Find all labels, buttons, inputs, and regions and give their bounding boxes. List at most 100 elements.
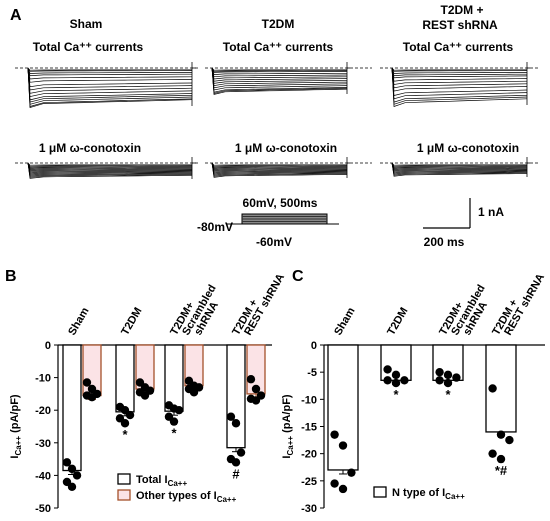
panel-a-letter: A xyxy=(10,7,22,24)
current-trace xyxy=(391,67,527,71)
data-point xyxy=(67,464,77,474)
data-point xyxy=(72,471,82,480)
scale-bar xyxy=(423,198,471,229)
current-trace xyxy=(211,67,348,73)
current-trace xyxy=(27,67,193,107)
y-tick-label: 0 xyxy=(311,340,317,352)
y-tick-label: -30 xyxy=(35,438,51,450)
current-trace xyxy=(391,67,528,85)
data-point xyxy=(231,458,241,467)
current-trace xyxy=(27,162,193,177)
legend-swatch xyxy=(373,486,387,498)
scale-bar-time: 200 ms xyxy=(424,235,465,249)
current-trace xyxy=(27,67,193,88)
current-trace xyxy=(211,67,347,75)
current-trace xyxy=(27,162,193,167)
current-trace xyxy=(391,162,528,173)
current-trace xyxy=(211,162,347,166)
data-point xyxy=(488,384,497,393)
data-point xyxy=(338,441,348,450)
data-point xyxy=(496,454,506,464)
current-trace xyxy=(391,162,528,168)
current-trace xyxy=(391,67,528,107)
current-trace xyxy=(27,162,193,178)
data-point xyxy=(236,448,246,457)
y-tick-label: 0 xyxy=(45,340,51,352)
legend-label: Other types of ICa++ xyxy=(136,490,237,504)
current-trace xyxy=(27,67,193,74)
category-label: Sham xyxy=(66,305,91,337)
rest-title-line2: REST shRNA xyxy=(422,18,498,32)
current-trace xyxy=(27,67,193,103)
data-point xyxy=(383,376,392,385)
current-trace xyxy=(211,67,347,71)
current-trace xyxy=(27,67,193,98)
data-point xyxy=(496,430,506,439)
panel-c-letter: C xyxy=(292,268,304,285)
current-trace xyxy=(211,67,348,95)
current-trace xyxy=(27,67,192,71)
data-point xyxy=(120,419,130,428)
current-trace xyxy=(391,67,528,103)
current-trace xyxy=(211,162,348,176)
data-point xyxy=(330,430,339,439)
data-point xyxy=(174,406,184,415)
current-trace xyxy=(391,67,528,96)
category-label: Sham xyxy=(332,305,357,337)
current-trace xyxy=(391,67,528,74)
current-traces xyxy=(15,62,540,179)
protocol-step-label: 60mV, 500ms xyxy=(243,196,318,210)
current-trace xyxy=(211,67,348,78)
current-trace xyxy=(27,67,193,72)
current-trace xyxy=(27,162,193,168)
current-trace xyxy=(211,162,348,178)
y-tick-label: -10 xyxy=(301,394,317,406)
current-trace xyxy=(27,162,193,176)
current-trace xyxy=(27,67,193,91)
bar xyxy=(62,344,82,472)
y-tick-label: -5 xyxy=(307,367,317,379)
significance-marker: * xyxy=(445,387,451,402)
significance-marker: * xyxy=(171,426,177,441)
y-axis-label: ICa++ (pA/pF) xyxy=(281,394,295,459)
current-trace xyxy=(211,67,348,72)
current-trace xyxy=(391,162,528,167)
data-point xyxy=(443,370,453,380)
current-trace xyxy=(27,162,193,174)
voltage-protocol xyxy=(226,213,339,225)
t2dm-conotoxin-label: 1 μM ω-conotoxin xyxy=(235,141,337,155)
data-point xyxy=(140,391,150,400)
current-trace xyxy=(211,162,347,170)
y-tick-label: -40 xyxy=(35,470,51,482)
data-point xyxy=(347,468,356,477)
data-point xyxy=(391,378,401,388)
current-trace xyxy=(391,162,528,176)
data-point xyxy=(383,365,392,374)
data-point xyxy=(169,417,179,426)
current-trace xyxy=(27,162,192,166)
data-point xyxy=(435,367,444,377)
significance-marker: * xyxy=(393,387,399,402)
current-trace xyxy=(391,162,527,170)
current-trace xyxy=(27,67,193,83)
data-point xyxy=(251,396,261,405)
current-trace xyxy=(391,162,527,172)
data-point xyxy=(400,376,409,385)
y-tick-label: -15 xyxy=(301,422,317,434)
y-tick-label: -10 xyxy=(35,373,51,385)
legend-label: Total ICa++ xyxy=(136,474,187,488)
bar xyxy=(327,344,359,471)
current-trace xyxy=(211,162,348,167)
current-trace xyxy=(211,162,348,173)
current-trace xyxy=(27,67,193,109)
y-tick-label: -20 xyxy=(35,405,51,417)
data-point xyxy=(443,378,453,388)
current-trace xyxy=(27,162,193,173)
current-trace xyxy=(211,162,348,168)
data-point xyxy=(435,376,444,385)
data-point xyxy=(125,410,135,420)
current-trace xyxy=(391,67,528,92)
data-point xyxy=(226,412,236,421)
current-trace xyxy=(27,67,193,94)
